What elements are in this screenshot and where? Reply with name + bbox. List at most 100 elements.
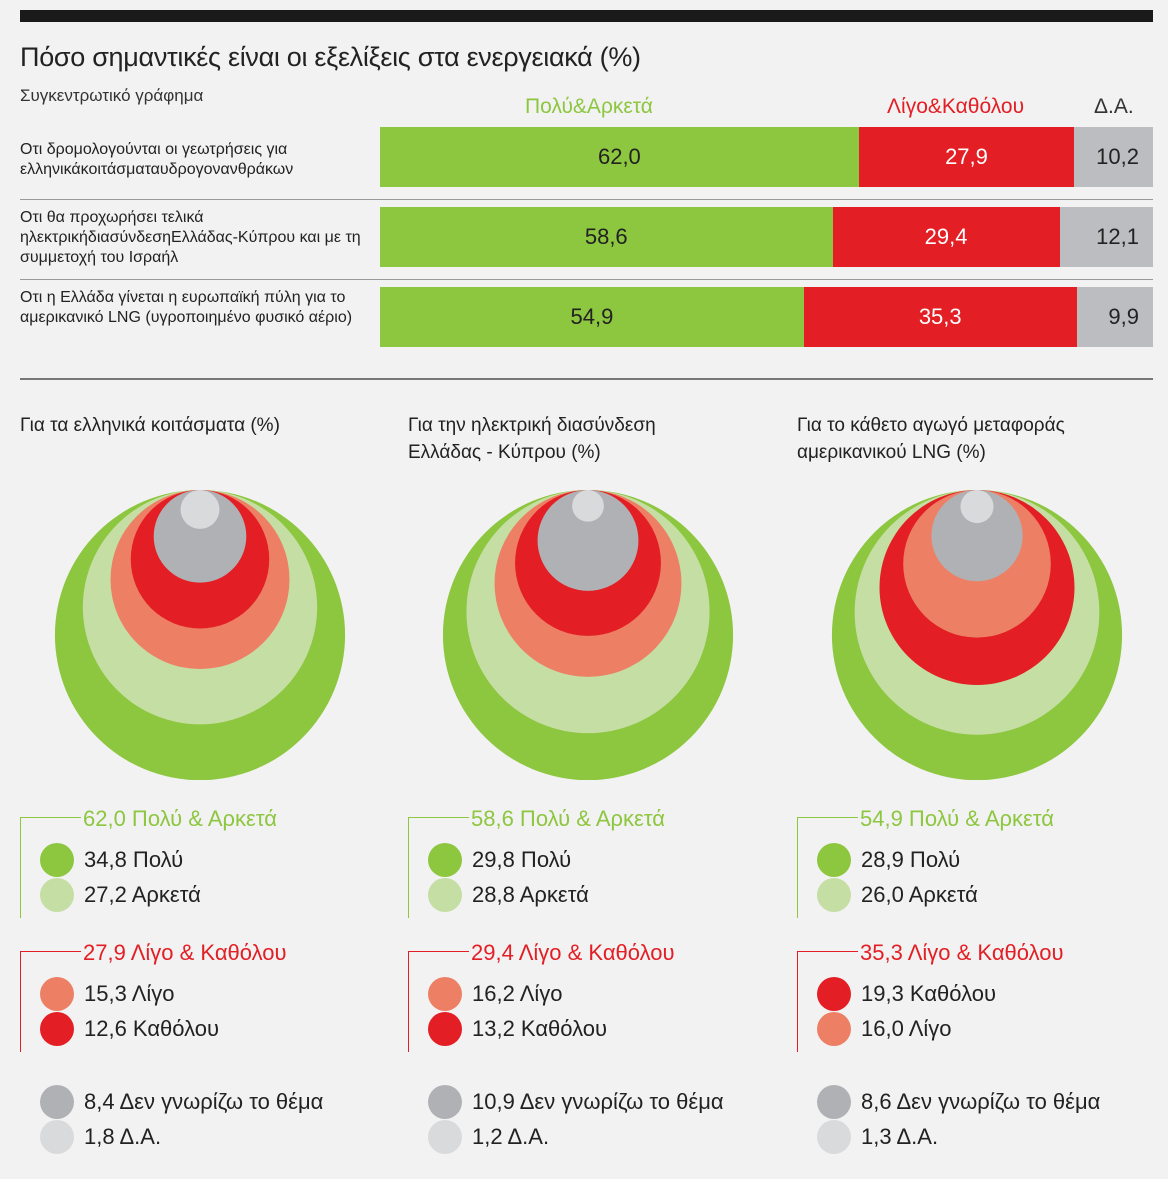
legend-label: 26,0 Αρκετά [861,882,978,907]
nested-circle-chart [54,490,346,780]
page-subtitle: Συγκεντρωτικό γράφημα [20,86,204,105]
bar-segment-little: 35,3 [803,287,1077,347]
legend-label: 12,6 Καθόλου [84,1016,220,1041]
legend-swatch [40,1012,74,1046]
legend-swatch [817,843,851,877]
bar-segment-little: 29,4 [832,207,1060,267]
legend-label: 19,3 Καθόλου [861,981,997,1006]
legend-swatch [428,1120,462,1154]
group-bracket [797,817,858,918]
legend-item: 8,4 Δεν γνωρίζω το θέμα [40,1085,323,1119]
nested-circle-chart [831,490,1123,780]
group-header: 29,4 Λίγο & Καθόλου [471,940,675,965]
legend-header-little: Λίγο&Καθόλου [887,95,1025,118]
legend-item: 8,6 Δεν γνωρίζω το θέμα [817,1085,1100,1119]
legend-label: 34,8 Πολύ [84,847,184,872]
stacked-bar-row: 54,9 35,3 9,9 [380,287,1153,347]
legend-swatch [40,1120,74,1154]
page-title: Πόσο σημαντικές είναι οι εξελίξεις στα ε… [20,42,641,72]
legend-swatch [40,977,74,1011]
stacked-bar-row: 58,6 29,4 12,1 [380,207,1153,267]
circle-layer [960,490,994,524]
legend-item: 1,3 Δ.Α. [817,1120,938,1154]
legend-swatch [817,1120,851,1154]
legend-label: 27,2 Αρκετά [84,882,201,907]
row-divider [20,199,1153,200]
bar-segment-much: 62,0 [380,127,859,187]
circle-layer [180,490,220,529]
group-header: 35,3 Λίγο & Καθόλου [860,940,1064,965]
group-bracket [20,817,81,918]
legend-item: 29,8 Πολύ [428,843,571,877]
legend-swatch [40,1085,74,1119]
bar-segment-much: 54,9 [380,287,804,347]
legend-item: 1,8 Δ.Α. [40,1120,161,1154]
legend-swatch [40,878,74,912]
circle-layer [537,490,639,591]
group-bracket [20,951,81,1052]
top-rule [20,10,1153,22]
legend-label: 1,3 Δ.Α. [861,1124,939,1149]
section-divider [20,378,1153,380]
legend-item: 19,3 Καθόλου [817,977,996,1011]
legend-header-na: Δ.Α. [1094,95,1134,118]
legend-swatch [817,977,851,1011]
legend-label: 16,0 Λίγο [861,1016,952,1041]
legend-item: 26,0 Αρκετά [817,878,978,912]
group-header: 27,9 Λίγο & Καθόλου [83,940,287,965]
legend-label: 8,4 Δεν γνωρίζω το θέμα [84,1089,324,1114]
circle-layer [153,490,247,583]
bar-row-label: Οτι η Ελλάδα γίνεται η ευρωπαϊκή πύλη γι… [20,289,353,326]
legend-swatch [428,1012,462,1046]
circle-layer [572,490,604,522]
group-header: 58,6 Πολύ & Αρκετά [471,806,665,831]
legend-item: 13,2 Καθόλου [428,1012,607,1046]
legend-item: 28,9 Πολύ [817,843,960,877]
legend-label: 29,8 Πολύ [472,847,572,872]
legend-item: 34,8 Πολύ [40,843,183,877]
legend-item: 16,0 Λίγο [817,1012,952,1046]
bar-segment-na: 9,9 [1076,287,1153,347]
panel-title: Για την ηλεκτρική διασύνδεση Ελλάδας - Κ… [408,415,656,463]
legend-swatch [40,843,74,877]
legend-swatch [428,977,462,1011]
group-bracket [797,951,858,1052]
legend-label: 16,2 Λίγο [472,981,563,1006]
group-header: 54,9 Πολύ & Αρκετά [860,806,1054,831]
legend-swatch [817,1085,851,1119]
bar-row-label: Οτι θα προχωρήσει τελικά ηλεκτρικήδιασύν… [20,209,361,266]
bar-segment-na: 12,1 [1059,207,1153,267]
bar-segment-much: 58,6 [380,207,833,267]
bar-segment-little: 27,9 [858,127,1075,187]
legend-swatch [428,1085,462,1119]
legend-label: 15,3 Λίγο [84,981,175,1006]
row-divider [20,279,1153,280]
legend-swatch [817,1012,851,1046]
legend-label: 13,2 Καθόλου [472,1016,608,1041]
legend-item: 28,8 Αρκετά [428,878,589,912]
group-bracket [408,951,469,1052]
legend-label: 28,8 Αρκετά [472,882,589,907]
legend-label: 1,8 Δ.Α. [84,1124,162,1149]
legend-header-much: Πολύ&Αρκετά [525,95,653,118]
circle-layer [931,490,1023,582]
legend-item: 1,2 Δ.Α. [428,1120,549,1154]
legend-item: 12,6 Καθόλου [40,1012,219,1046]
legend-item: 27,2 Αρκετά [40,878,201,912]
legend-item: 15,3 Λίγο [40,977,175,1011]
legend-label: 28,9 Πολύ [861,847,961,872]
legend-item: 10,9 Δεν γνωρίζω το θέμα [428,1085,724,1119]
group-bracket [408,817,469,918]
group-header: 62,0 Πολύ & Αρκετά [83,806,277,831]
legend-label: 8,6 Δεν γνωρίζω το θέμα [861,1089,1101,1114]
legend-swatch [817,878,851,912]
stacked-bar-row: 62,0 27,9 10,2 [380,127,1153,187]
legend-item: 16,2 Λίγο [428,977,563,1011]
panel-title: Για τα ελληνικά κοιτάσματα (%) [20,415,280,436]
legend-swatch [428,843,462,877]
legend-label: 10,9 Δεν γνωρίζω το θέμα [472,1089,724,1114]
legend-swatch [428,878,462,912]
bar-segment-na: 10,2 [1074,127,1153,187]
legend-label: 1,2 Δ.Α. [472,1124,550,1149]
bar-row-label: Οτι δρομολογούνται οι γεωτρήσεις για ελλ… [20,141,294,178]
